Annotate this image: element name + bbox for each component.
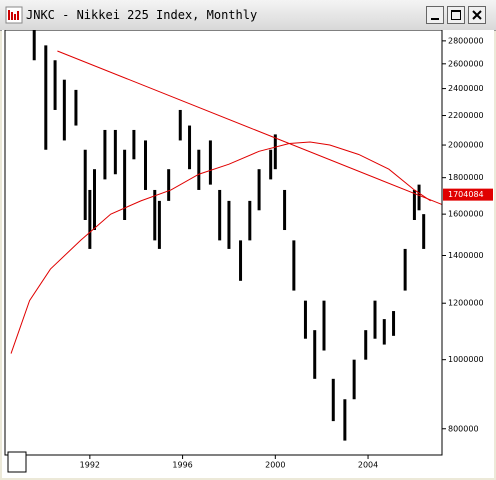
- y-tick-label: 2800000: [448, 36, 484, 45]
- y-tick-label: 2000000: [448, 141, 484, 150]
- close-button[interactable]: [468, 6, 486, 24]
- y-tick-label: 1800000: [448, 173, 484, 182]
- title-bar: JNKC - Nikkei 225 Index, Monthly: [0, 0, 496, 31]
- x-tick-label: 2004: [358, 461, 378, 470]
- last-value-box: [443, 188, 493, 201]
- y-tick-label: 2400000: [448, 84, 484, 93]
- minimize-button[interactable]: [426, 6, 444, 24]
- moving-average: [10, 141, 431, 354]
- x-tick-label: 1992: [80, 461, 100, 470]
- y-tick-label: 1400000: [448, 251, 484, 260]
- window-title: JNKC - Nikkei 225 Index, Monthly: [26, 8, 258, 22]
- y-tick-label: 1000000: [448, 355, 484, 364]
- x-tick-label: 1996: [172, 461, 192, 470]
- corner-box: [7, 451, 27, 473]
- y-tick-label: 2200000: [448, 111, 484, 120]
- app-icon: [5, 6, 23, 24]
- trendline: [57, 50, 442, 206]
- x-tick-label: 2000: [265, 461, 285, 470]
- y-tick-label: 1200000: [448, 299, 484, 308]
- y-tick-label: 2600000: [448, 59, 484, 68]
- chart-background: [2, 30, 494, 478]
- last-value-label: 1704084: [448, 190, 484, 199]
- plot-frame: [4, 30, 443, 456]
- y-tick-label: 800000: [448, 424, 479, 433]
- chart: 800000 1000000 1200000 1400000 1600000 180000…: [2, 30, 494, 478]
- y-tick-label: 1600000: [448, 210, 484, 219]
- maximize-button[interactable]: [447, 6, 465, 24]
